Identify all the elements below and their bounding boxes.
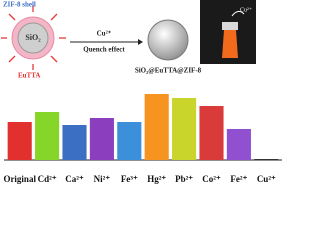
arrow-head	[138, 39, 143, 45]
bar	[144, 94, 169, 160]
core-label: SiO₂	[25, 33, 41, 42]
bar	[199, 106, 224, 160]
figure: SiO₂ ZIF-8 shell EuTTA Cu²⁺ Quench effec…	[1, 0, 282, 184]
arrow-bottom: Quench effect	[83, 46, 125, 54]
x-tick-label: Fe³⁺	[121, 174, 138, 184]
shell-label: ZIF-8 shell	[3, 1, 36, 9]
x-tick-label: Ni²⁺	[94, 174, 111, 184]
core	[17, 22, 49, 54]
x-tick-label: Pb²⁺	[175, 174, 193, 184]
bar	[62, 125, 87, 160]
x-tick-label: Hg²⁺	[147, 174, 166, 184]
bar	[7, 122, 32, 160]
x-tick-label: Fe²⁺	[230, 174, 247, 184]
bar	[254, 159, 279, 160]
diagram: SiO₂ ZIF-8 shell EuTTA Cu²⁺ Quench effec…	[1, 0, 256, 80]
vial	[222, 30, 238, 58]
x-tick-label: Original	[3, 174, 36, 184]
x-tick-label: Ca²⁺	[65, 174, 84, 184]
photo-label: Cu²⁺	[240, 6, 252, 13]
product-particle	[147, 19, 189, 61]
bar	[117, 122, 142, 160]
product-label: SiO₂@EuTTA@ZIF-8	[135, 67, 202, 75]
rays	[1, 5, 66, 70]
x-tick-label: Cd²⁺	[38, 174, 57, 184]
bar	[172, 98, 197, 160]
dye-label: EuTTA	[18, 72, 40, 80]
bar	[35, 112, 60, 160]
x-tick-label: Cu²⁺	[257, 174, 276, 184]
vial-cap	[222, 22, 238, 30]
x-tick-label: Co²⁺	[202, 174, 221, 184]
bar	[226, 129, 251, 160]
bar	[89, 118, 114, 160]
photo-arrow	[231, 10, 245, 17]
arrow-top: Cu²⁺	[97, 30, 112, 38]
